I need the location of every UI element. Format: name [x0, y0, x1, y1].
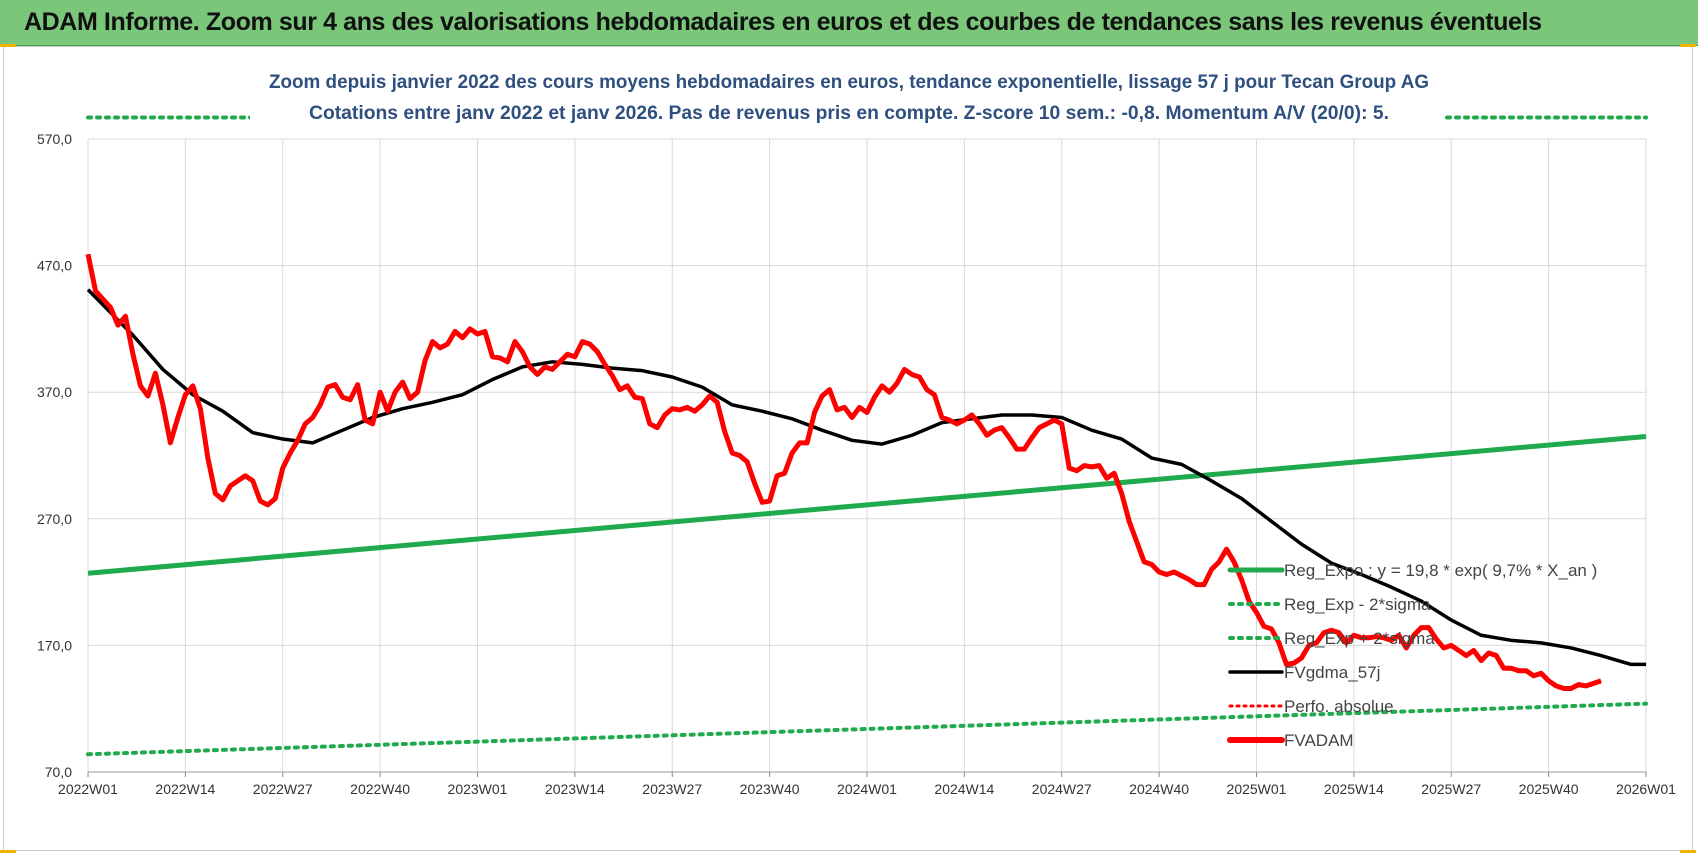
- report-title: ADAM Informe. Zoom sur 4 ans des valoris…: [24, 8, 1542, 36]
- y-tick-label: 470,0: [37, 258, 72, 274]
- x-tick-label: 2023W14: [545, 781, 605, 797]
- x-tick-label: 2025W01: [1227, 781, 1287, 797]
- legend-label: Reg_Exp + 2*sigma: [1284, 629, 1435, 648]
- report-banner: ADAM Informe. Zoom sur 4 ans des valoris…: [0, 0, 1698, 46]
- y-tick-label: 270,0: [37, 511, 72, 527]
- x-tick-label: 2024W40: [1129, 781, 1189, 797]
- x-tick-label: 2022W27: [253, 781, 313, 797]
- x-tick-label: 2024W01: [837, 781, 897, 797]
- series-reg-exp-minus-2sigma: [86, 701, 1648, 757]
- y-tick-label: 70,0: [45, 764, 72, 780]
- legend-label: Reg_Expo : y = 19,8 * exp( 9,7% * X_an ): [1284, 561, 1597, 580]
- x-tick-label: 2022W40: [350, 781, 410, 797]
- chart-title-box: [250, 60, 1445, 130]
- x-tick-label: 2022W14: [155, 781, 215, 797]
- chart-frame: [3, 46, 1693, 851]
- series-fvgdma-57j: [86, 288, 1646, 667]
- corner-mark-bottom-right: [1680, 850, 1696, 853]
- y-tick-label: 370,0: [37, 384, 72, 400]
- legend-label: Perfo. absolue: [1284, 697, 1394, 716]
- x-tick-label: 2023W27: [642, 781, 702, 797]
- x-tick-label: 2025W40: [1519, 781, 1579, 797]
- x-tick-label: 2022W01: [58, 781, 118, 797]
- series-reg-expo: [87, 434, 1647, 576]
- x-tick-label: 2025W14: [1324, 781, 1384, 797]
- x-tick-label: 2026W01: [1616, 781, 1676, 797]
- y-tick-label: 170,0: [37, 637, 72, 653]
- chart-subtitle: Cotations entre janv 2022 et janv 2026. …: [309, 103, 1389, 124]
- chart-title: Zoom depuis janvier 2022 des cours moyen…: [269, 72, 1429, 93]
- series-fvadam: [85, 253, 1602, 691]
- x-tick-label: 2023W01: [448, 781, 508, 797]
- x-tick-label: 2024W27: [1032, 781, 1092, 797]
- x-tick-label: 2024W14: [934, 781, 994, 797]
- legend-label: Reg_Exp - 2*sigma: [1284, 595, 1431, 614]
- y-tick-label: 570,0: [37, 131, 72, 147]
- legend-label: FVADAM: [1284, 731, 1354, 750]
- corner-mark-top-right: [1680, 44, 1696, 47]
- corner-mark-top-left: [0, 44, 16, 47]
- x-tick-label: 2023W40: [740, 781, 800, 797]
- legend-label: FVgdma_57j: [1284, 663, 1380, 682]
- corner-mark-bottom-left: [0, 850, 16, 853]
- price-chart: 70,0 170,0 270,0 370,0 470,0 570,0 2022W01 2022…: [37, 60, 1676, 797]
- x-tick-label: 2025W27: [1421, 781, 1481, 797]
